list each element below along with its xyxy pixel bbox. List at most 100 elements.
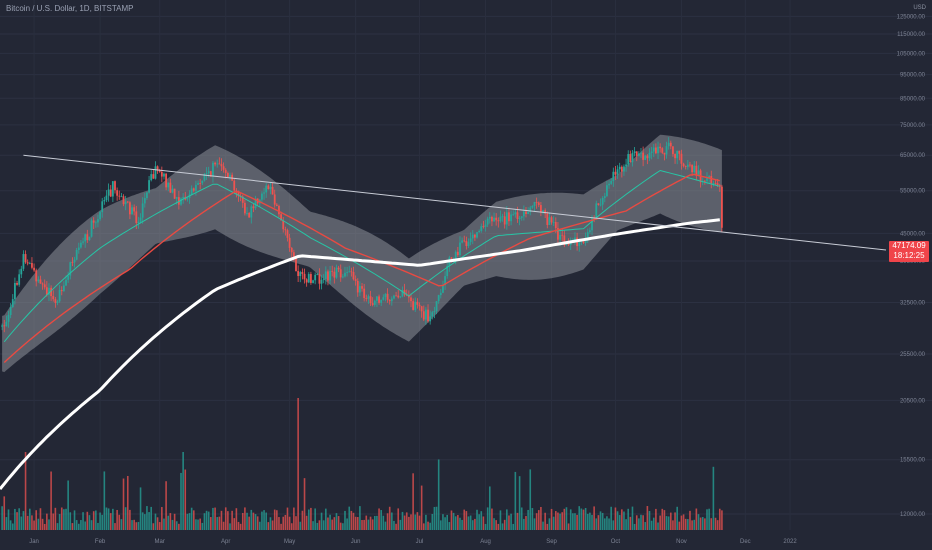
volume-bar (546, 523, 549, 530)
candle-body (314, 274, 317, 281)
volume-bar (35, 510, 38, 530)
candle-body (561, 234, 564, 236)
volume-bar (11, 523, 14, 530)
volume-bar (169, 513, 172, 530)
volume-bar (646, 506, 649, 530)
volume-bar (205, 510, 208, 530)
volume-bar (373, 515, 376, 530)
y-tick-label: 32500.00 (900, 300, 926, 306)
volume-bar (478, 514, 480, 530)
candle-body (75, 250, 78, 260)
volume-bar (31, 515, 33, 530)
candle-body (369, 296, 372, 304)
volume-bar (99, 512, 101, 530)
volume-bar (625, 519, 627, 530)
volume-bar (18, 508, 20, 530)
volume-bar (565, 507, 568, 530)
last-price: 47174.09 (892, 241, 926, 250)
candle-body (522, 211, 525, 217)
volume-bar (150, 506, 152, 530)
candle-body (714, 182, 717, 184)
candle-body (693, 165, 696, 173)
volume-bar (495, 520, 497, 530)
volume-bar (112, 508, 114, 530)
volume-bar (531, 508, 534, 530)
candle-body (109, 189, 112, 197)
volume-bar (623, 511, 625, 530)
volume-bar (316, 522, 319, 530)
candle-body (246, 212, 248, 214)
volume-bar (695, 508, 698, 530)
volume-bar (412, 473, 414, 530)
candle-body (182, 196, 185, 199)
candle-body (446, 266, 449, 277)
candle-body (333, 271, 336, 278)
candle-body (495, 217, 498, 221)
candle-body (16, 283, 18, 285)
candle-body (708, 176, 711, 178)
volume-bar (339, 522, 342, 530)
volume-bar (310, 507, 312, 530)
candle-body (20, 268, 23, 275)
bar-countdown: 18:12:25 (893, 251, 925, 260)
y-tick-label: 45000.00 (900, 231, 926, 237)
volume-bar (73, 510, 76, 530)
candle-body (520, 216, 523, 218)
volume-bar (393, 520, 395, 530)
volume-bar (129, 509, 131, 530)
volume-bar (567, 523, 570, 530)
volume-bar (365, 515, 368, 530)
volume-bar (655, 508, 657, 530)
candle-body (282, 220, 285, 230)
candle-body (661, 148, 664, 153)
volume-bar (158, 522, 161, 530)
volume-bar (578, 506, 581, 530)
candle-body (459, 242, 461, 256)
candle-body (56, 301, 59, 303)
x-tick-label: Aug (480, 539, 491, 545)
volume-bar (631, 506, 634, 530)
candle-body (288, 237, 291, 248)
volume-bar (218, 516, 221, 530)
ma-200-line (0, 218, 720, 490)
volume-bar (689, 510, 691, 530)
candle-body (482, 226, 485, 227)
candle-body (346, 272, 349, 273)
candle-body (324, 271, 327, 279)
volume-bar (356, 517, 359, 530)
volume-bar (26, 515, 29, 530)
volume-bar (516, 512, 519, 530)
symbol-title: Bitcoin / U.S. Dollar, 1D, BITSTAMP (6, 4, 134, 13)
volume-bar (420, 485, 423, 530)
volume-bar (629, 516, 632, 530)
volume-bar (165, 481, 167, 530)
candle-body (386, 293, 389, 300)
volume-bar (437, 459, 440, 530)
volume-bar (429, 522, 431, 530)
candle-body (305, 279, 308, 283)
volume-bar (663, 510, 666, 530)
candle-body (299, 272, 302, 277)
candle-body (271, 186, 274, 195)
volume-bar (103, 471, 106, 530)
volume-bar (584, 508, 587, 530)
candle-body (205, 173, 208, 175)
candle-body (80, 242, 82, 248)
candle-body (31, 263, 33, 268)
candle-body (361, 286, 363, 289)
volume-bar (459, 517, 461, 530)
volume-bar (284, 514, 287, 530)
candle-body (11, 299, 14, 307)
candle-body (548, 217, 551, 225)
volume-bar (718, 508, 721, 530)
volume-bar (674, 512, 676, 530)
trendline[interactable] (23, 154, 887, 251)
volume-bar (137, 521, 140, 530)
candle-body (45, 287, 48, 295)
volume-bar (233, 518, 236, 530)
candle-body (329, 270, 331, 281)
volume-bar (682, 514, 685, 530)
volume-bar (693, 519, 696, 530)
candle-body (173, 188, 176, 199)
